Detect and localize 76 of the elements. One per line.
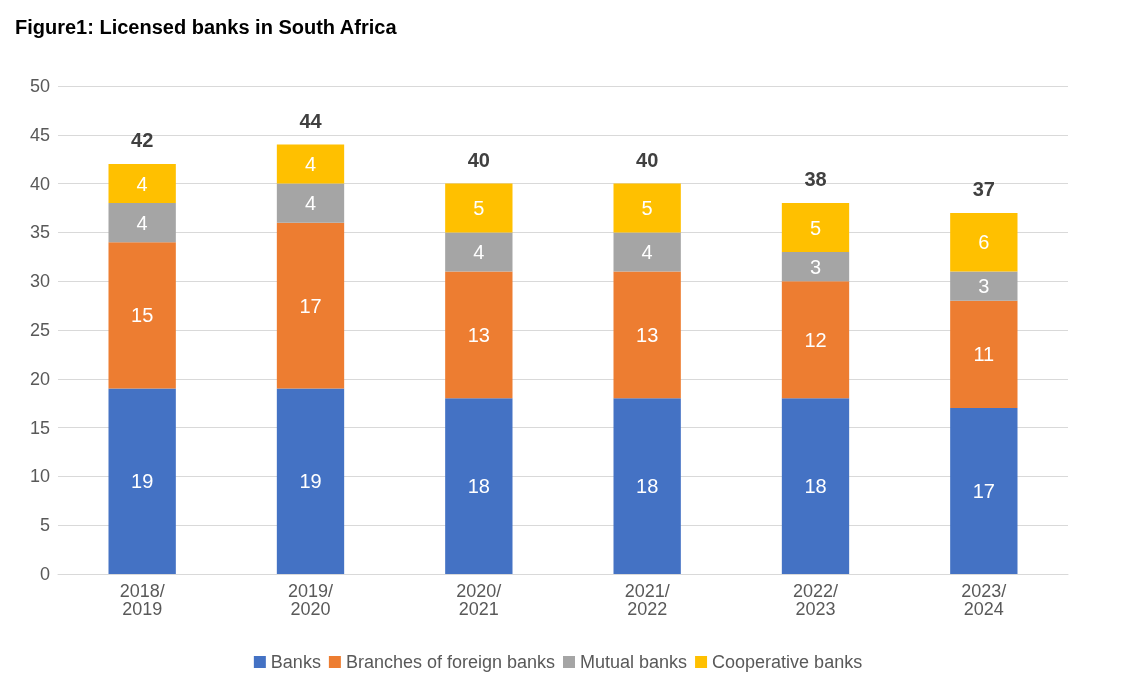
y-tick-label: 5 <box>39 515 50 536</box>
y-tick-label: 50 <box>29 76 50 96</box>
data-label: 4 <box>136 211 148 234</box>
data-label: 4 <box>304 153 317 176</box>
data-label: 4 <box>641 240 653 263</box>
legend-label: Branches of foreign banks <box>345 652 556 672</box>
bar <box>613 232 681 272</box>
legend-label: Cooperative banks <box>712 652 863 672</box>
bar <box>950 300 1018 409</box>
y-tick-label: 10 <box>29 466 50 487</box>
data-label: 12 <box>804 328 827 351</box>
data-label: 19 <box>131 470 154 493</box>
data-label: 3 <box>978 275 990 298</box>
data-label: 4 <box>136 172 148 195</box>
bar <box>445 398 513 574</box>
bar <box>108 242 176 389</box>
x-tick-label: 2022/2023 <box>792 581 839 619</box>
chart-title: Figure1: Licensed banks in South Africa <box>15 16 398 38</box>
bar <box>950 212 1018 272</box>
x-tick-label: 2020/2021 <box>456 581 502 619</box>
data-label: 18 <box>636 475 659 498</box>
y-tick-label: 15 <box>29 417 50 438</box>
bar <box>108 164 176 204</box>
data-label: 4 <box>304 192 317 215</box>
y-tick-label: 20 <box>29 368 50 389</box>
data-label: 19 <box>299 470 322 493</box>
data-label: 15 <box>131 304 154 327</box>
x-tick-label: 2021/2022 <box>624 581 670 619</box>
bar <box>781 203 850 252</box>
total-label: 40 <box>636 148 659 171</box>
total-label: 44 <box>299 109 323 132</box>
y-tick-label: 0 <box>39 564 50 584</box>
x-tick-label: 2018/2019 <box>119 581 165 619</box>
legend-label: Mutual banks <box>580 652 688 672</box>
y-tick-label: 25 <box>29 320 50 340</box>
bar <box>276 183 345 223</box>
bar <box>445 183 513 233</box>
x-tick-label: 2019/2020 <box>287 581 334 619</box>
bar <box>445 271 513 399</box>
data-label: 13 <box>636 323 659 346</box>
bar <box>781 281 850 399</box>
data-label: 17 <box>299 294 322 317</box>
data-label: 5 <box>641 197 653 219</box>
bar <box>613 398 681 574</box>
y-tick-label: 30 <box>29 271 50 292</box>
bar <box>108 203 176 243</box>
bar <box>276 388 345 574</box>
y-tick-label: 45 <box>29 124 50 145</box>
bar <box>613 271 681 399</box>
data-label: 18 <box>804 475 827 498</box>
bar <box>613 183 681 233</box>
bar <box>276 144 345 184</box>
bar <box>445 232 513 272</box>
total-label: 38 <box>804 168 827 191</box>
bar <box>950 408 1018 574</box>
bar <box>276 222 345 389</box>
data-label: 4 <box>473 240 485 263</box>
data-label: 13 <box>467 323 490 346</box>
x-tick-label: 2023/2024 <box>961 581 1007 619</box>
y-tick-label: 35 <box>29 222 50 243</box>
total-label: 37 <box>972 177 995 200</box>
data-label: 17 <box>972 480 995 503</box>
data-label: 3 <box>809 255 822 278</box>
data-label: 5 <box>473 197 485 219</box>
data-label: 18 <box>467 475 490 498</box>
y-tick-label: 40 <box>29 173 50 194</box>
bar <box>108 388 176 574</box>
data-label: 5 <box>809 216 822 239</box>
data-label: 11 <box>973 343 995 366</box>
legend-label: Banks <box>270 652 321 672</box>
bar <box>950 271 1018 301</box>
bar <box>781 251 850 282</box>
total-label: 40 <box>467 148 490 171</box>
bar <box>781 398 850 574</box>
data-label: 6 <box>978 231 990 254</box>
total-label: 42 <box>131 129 154 152</box>
